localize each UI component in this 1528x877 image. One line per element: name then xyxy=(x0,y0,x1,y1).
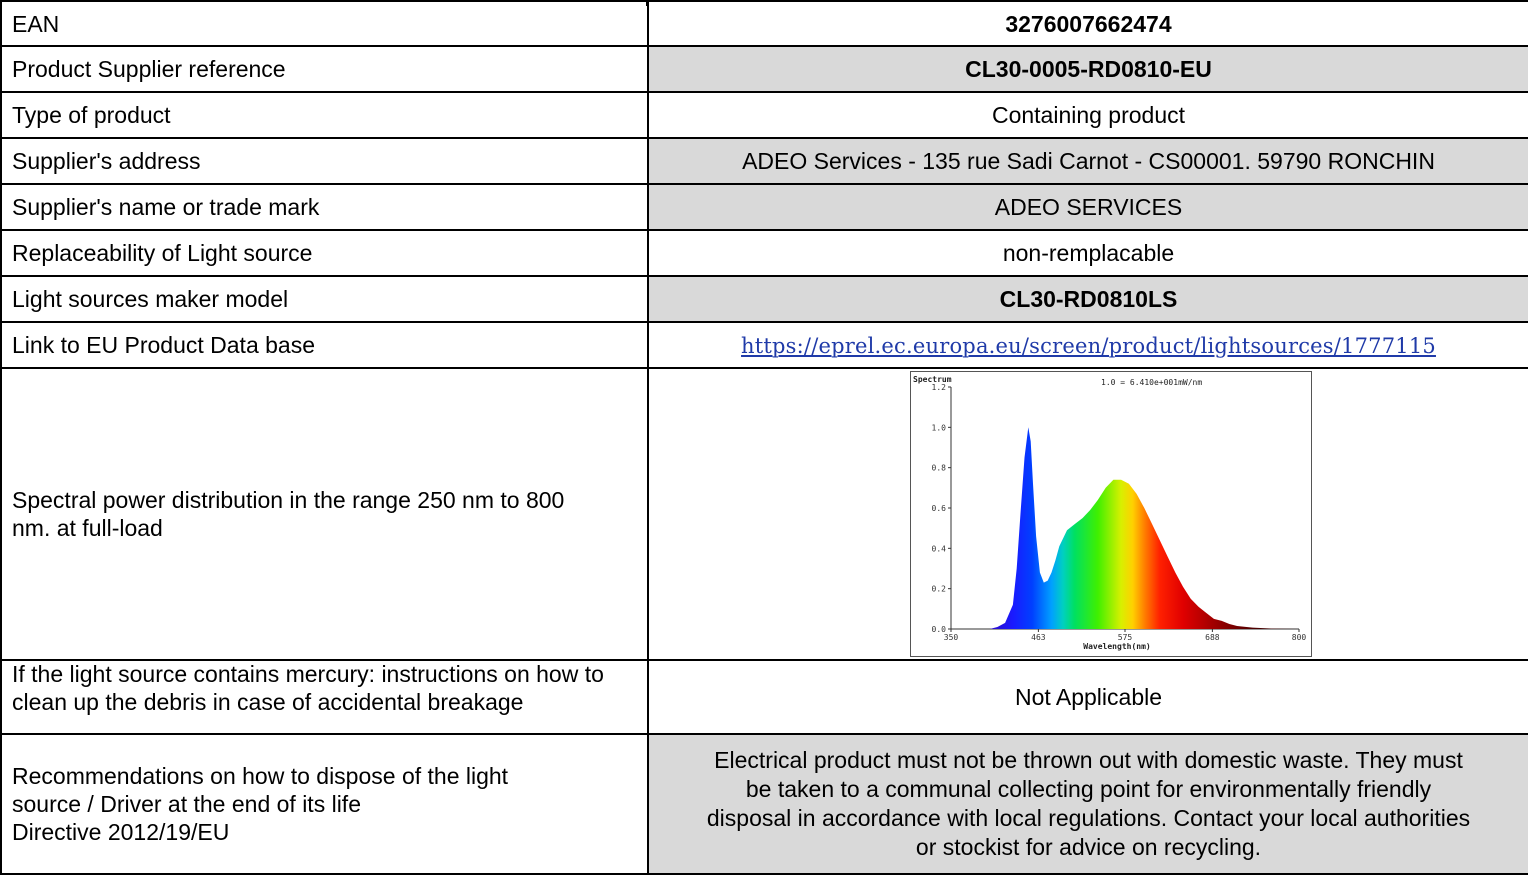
label-replaceability: Replaceability of Light source xyxy=(0,229,649,277)
eprel-link-cell: https://eprel.ec.europa.eu/screen/produc… xyxy=(647,321,1528,369)
value-supplier-name: ADEO SERVICES xyxy=(647,183,1528,231)
spectrum-area xyxy=(974,427,1299,629)
table-row: Supplier's address ADEO Services - 135 r… xyxy=(0,137,1528,185)
value-mercury-instructions: Not Applicable xyxy=(647,659,1528,735)
chart-title: Spectrum xyxy=(913,375,952,384)
table-row: Supplier's name or trade mark ADEO SERVI… xyxy=(0,183,1528,231)
label-product-type: Type of product xyxy=(0,91,649,139)
disposal-label-line: Directive 2012/19/EU xyxy=(12,819,230,845)
table-row: Link to EU Product Data base https://epr… xyxy=(0,321,1528,369)
label-supplier-address: Supplier's address xyxy=(0,137,649,185)
mercury-instructions-text: If the light source contains mercury: in… xyxy=(12,661,604,715)
eprel-link[interactable]: https://eprel.ec.europa.eu/screen/produc… xyxy=(741,333,1436,358)
table-row: If the light source contains mercury: in… xyxy=(0,659,1528,735)
value-disposal: Electrical product must not be thrown ou… xyxy=(647,733,1528,875)
label-supplier-reference: Product Supplier reference xyxy=(0,45,649,93)
spectrum-svg: 0.0 0.2 0.4 0.6 0.8 1.0 1.2 350 463 575 688 800 Spec… xyxy=(913,375,1307,651)
label-light-source-model: Light sources maker model xyxy=(0,275,649,323)
table-row: Light sources maker model CL30-RD0810LS xyxy=(0,275,1528,323)
value-supplier-reference: CL30-0005-RD0810-EU xyxy=(647,45,1528,93)
x-tick-label: 575 xyxy=(1118,633,1133,642)
y-tick-label: 0.8 xyxy=(932,464,947,473)
table-row: Replaceability of Light source non-rempl… xyxy=(0,229,1528,277)
y-tick-label: 0.6 xyxy=(932,504,947,513)
table-row: Product Supplier reference CL30-0005-RD0… xyxy=(0,45,1528,93)
x-tick-label: 688 xyxy=(1205,633,1220,642)
y-tick-label: 1.0 xyxy=(932,423,947,432)
x-tick-label: 463 xyxy=(1031,633,1046,642)
x-axis-label: Wavelength(nm) xyxy=(1083,642,1150,651)
disposal-value-line: Electrical product must not be thrown ou… xyxy=(714,747,1463,773)
label-supplier-name: Supplier's name or trade mark xyxy=(0,183,649,231)
y-tick-label: 0.4 xyxy=(932,544,947,553)
disposal-value-line: be taken to a communal collecting point … xyxy=(745,776,1432,802)
value-ean: 3276007662474 xyxy=(647,0,1528,47)
y-tick-label: 0.2 xyxy=(932,585,947,594)
x-tick-label: 350 xyxy=(944,633,959,642)
disposal-label-line: source / Driver at the end of its life xyxy=(12,791,361,817)
label-mercury-instructions: If the light source contains mercury: in… xyxy=(0,659,649,735)
label-ean: EAN xyxy=(0,0,649,47)
value-supplier-address: ADEO Services - 135 rue Sadi Carnot - CS… xyxy=(647,137,1528,185)
label-eprel-link: Link to EU Product Data base xyxy=(0,321,649,369)
y-tick-label: 1.2 xyxy=(932,383,947,392)
y-tick-label: 0.0 xyxy=(932,625,947,634)
chart-annotation: 1.0 = 6.410e+001mW/nm xyxy=(1101,378,1202,387)
value-replaceability: non-remplacable xyxy=(647,229,1528,277)
label-spectral-distribution: Spectral power distribution in the range… xyxy=(0,367,649,661)
x-tick-label: 800 xyxy=(1292,633,1307,642)
spectrum-cell: 0.0 0.2 0.4 0.6 0.8 1.0 1.2 350 463 575 688 800 Spec… xyxy=(647,367,1528,661)
table-row: Type of product Containing product xyxy=(0,91,1528,139)
disposal-value-line: or stockist for advice on recycling. xyxy=(915,834,1262,860)
value-product-type: Containing product xyxy=(647,91,1528,139)
spectrum-chart: 0.0 0.2 0.4 0.6 0.8 1.0 1.2 350 463 575 688 800 Spec… xyxy=(910,371,1312,657)
value-light-source-model: CL30-RD0810LS xyxy=(647,275,1528,323)
disposal-value-line: disposal in accordance with local regula… xyxy=(706,805,1471,831)
table-row: Recommendations on how to dispose of the… xyxy=(0,733,1528,875)
disposal-label-line: Recommendations on how to dispose of the… xyxy=(12,763,509,789)
label-disposal: Recommendations on how to dispose of the… xyxy=(0,733,649,875)
table-row: EAN 3276007662474 xyxy=(0,0,1528,47)
table-row: Spectral power distribution in the range… xyxy=(0,367,1528,661)
